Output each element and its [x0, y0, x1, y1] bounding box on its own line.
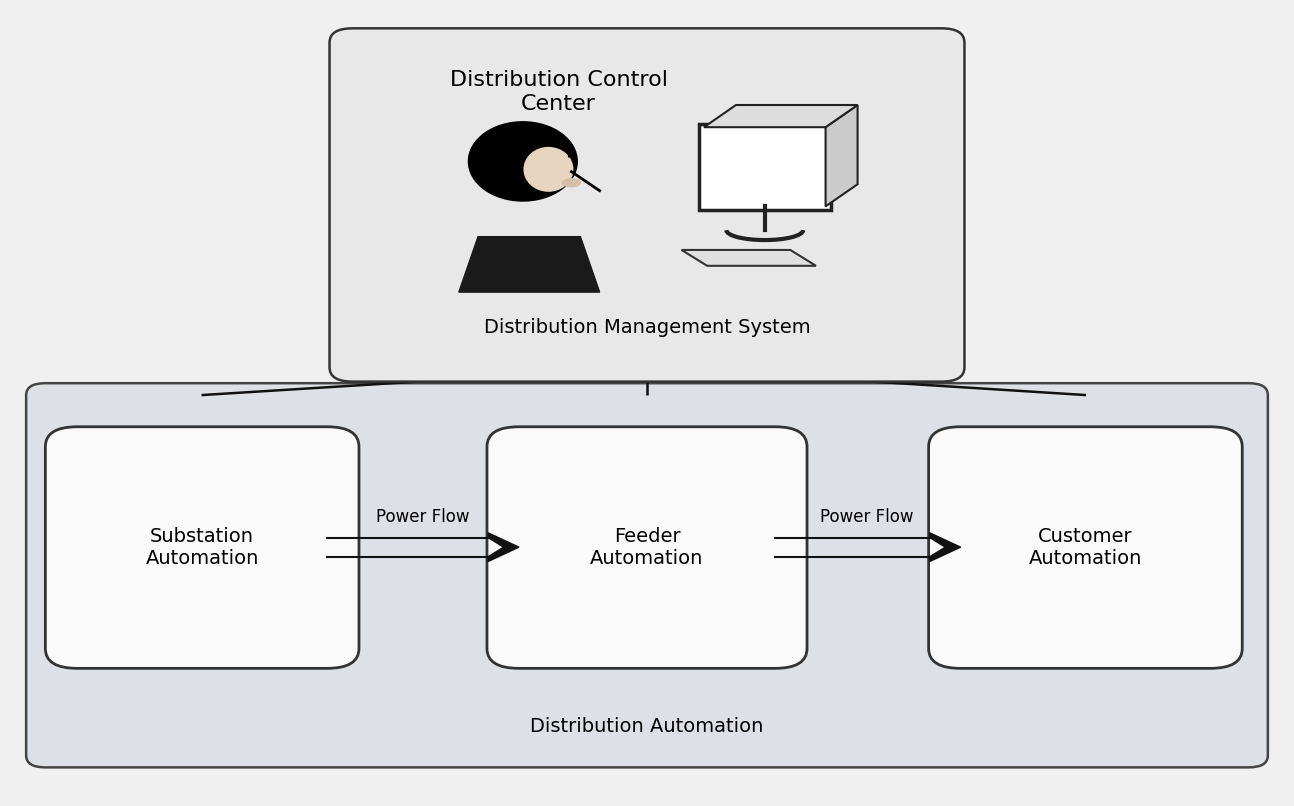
Ellipse shape [563, 179, 581, 187]
Ellipse shape [468, 122, 577, 201]
Text: Power Flow: Power Flow [820, 508, 914, 526]
FancyBboxPatch shape [26, 383, 1268, 767]
FancyBboxPatch shape [487, 426, 807, 668]
FancyBboxPatch shape [330, 28, 964, 381]
Polygon shape [826, 105, 858, 206]
Polygon shape [488, 533, 519, 562]
FancyBboxPatch shape [699, 124, 831, 210]
Ellipse shape [524, 147, 573, 191]
Polygon shape [704, 105, 858, 127]
Text: Distribution Management System: Distribution Management System [484, 318, 810, 337]
FancyBboxPatch shape [45, 426, 358, 668]
Text: Distribution Automation: Distribution Automation [531, 717, 763, 736]
Text: Power Flow: Power Flow [377, 508, 470, 526]
Polygon shape [930, 533, 960, 562]
Text: Substation
Automation: Substation Automation [145, 527, 259, 568]
Text: Customer
Automation: Customer Automation [1029, 527, 1143, 568]
Text: Feeder
Automation: Feeder Automation [590, 527, 704, 568]
Polygon shape [682, 250, 817, 266]
Text: Distribution Control
Center: Distribution Control Center [450, 70, 668, 114]
Polygon shape [459, 237, 599, 292]
FancyBboxPatch shape [929, 426, 1242, 668]
